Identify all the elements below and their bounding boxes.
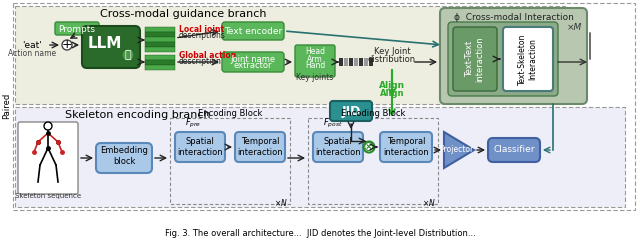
Text: description: description: [179, 58, 222, 67]
Bar: [15, 107, 625, 207]
Circle shape: [364, 141, 374, 153]
Text: Action name: Action name: [8, 49, 56, 59]
Text: Joint name: Joint name: [230, 54, 276, 63]
Text: $F_{pre}$: $F_{pre}$: [185, 116, 202, 130]
Bar: [308, 118, 438, 204]
Bar: [13, 3, 635, 210]
Text: Align: Align: [380, 88, 404, 98]
Text: ϕ  Cross-modal Interaction: ϕ Cross-modal Interaction: [454, 13, 574, 21]
Circle shape: [62, 40, 72, 50]
FancyBboxPatch shape: [488, 138, 540, 162]
Text: Temporal
interaction: Temporal interaction: [237, 137, 283, 157]
Text: distribution: distribution: [368, 55, 416, 65]
FancyBboxPatch shape: [453, 27, 497, 91]
Text: Spatial
interaction: Spatial interaction: [315, 137, 361, 157]
Text: Cross-modal guidance branch: Cross-modal guidance branch: [100, 9, 266, 19]
Text: extractor: extractor: [234, 61, 272, 71]
FancyBboxPatch shape: [96, 143, 152, 173]
Text: Embedding
block: Embedding block: [100, 146, 148, 166]
Text: JID: JID: [341, 105, 361, 118]
Bar: [170, 118, 290, 204]
FancyBboxPatch shape: [503, 27, 553, 91]
FancyBboxPatch shape: [440, 8, 587, 104]
FancyBboxPatch shape: [330, 101, 372, 121]
Bar: [15, 6, 565, 104]
FancyBboxPatch shape: [222, 52, 284, 72]
Bar: [369, 58, 373, 66]
Text: Head: Head: [305, 47, 325, 56]
FancyBboxPatch shape: [380, 132, 432, 162]
Bar: [359, 58, 363, 66]
Text: Key joints: Key joints: [296, 74, 333, 82]
Bar: [364, 58, 368, 66]
Text: Key Joint: Key Joint: [374, 47, 410, 56]
Bar: [344, 58, 348, 66]
Text: descriptions: descriptions: [179, 31, 226, 40]
Text: Skeleton encoding branch: Skeleton encoding branch: [65, 110, 211, 120]
Text: Fig. 3. The overall architecture...  JID denotes the Joint-level Distribution...: Fig. 3. The overall architecture... JID …: [164, 228, 476, 237]
Text: Spatial
interaction: Spatial interaction: [177, 137, 223, 157]
FancyBboxPatch shape: [235, 132, 285, 162]
Bar: [145, 65, 175, 69]
FancyBboxPatch shape: [222, 22, 284, 40]
Bar: [145, 60, 175, 65]
Text: Global action: Global action: [179, 51, 236, 60]
FancyBboxPatch shape: [18, 122, 78, 194]
Text: Projector: Projector: [439, 146, 473, 154]
FancyBboxPatch shape: [55, 22, 99, 35]
FancyBboxPatch shape: [175, 132, 225, 162]
Circle shape: [122, 49, 134, 61]
Text: Classifier: Classifier: [493, 146, 535, 154]
Bar: [145, 42, 175, 47]
Text: ⊗: ⊗: [363, 140, 375, 154]
Text: Text-Skeleton
Interaction: Text-Skeleton Interaction: [518, 33, 538, 85]
Text: Text-Text
interaction: Text-Text interaction: [465, 36, 484, 82]
Text: 'eat': 'eat': [22, 40, 42, 49]
Circle shape: [44, 122, 52, 130]
Text: Paired: Paired: [3, 93, 12, 119]
Text: +: +: [61, 39, 72, 52]
Text: Encoding Block: Encoding Block: [341, 108, 405, 118]
Polygon shape: [444, 132, 474, 168]
Text: Prompts: Prompts: [58, 25, 95, 33]
FancyBboxPatch shape: [295, 45, 335, 77]
Text: Align: Align: [379, 80, 405, 89]
Text: Local joint: Local joint: [179, 25, 224, 33]
FancyBboxPatch shape: [82, 26, 140, 68]
Bar: [145, 47, 175, 52]
Bar: [145, 37, 175, 41]
Text: Skeleton sequence: Skeleton sequence: [15, 193, 81, 199]
FancyBboxPatch shape: [313, 132, 363, 162]
Text: Text encoder: Text encoder: [224, 27, 282, 35]
Text: Arm: Arm: [307, 54, 323, 63]
Text: ×M: ×M: [566, 24, 582, 33]
Text: Encoding Block: Encoding Block: [198, 108, 262, 118]
Bar: [145, 32, 175, 36]
Text: Temporal
interaction: Temporal interaction: [383, 137, 429, 157]
Bar: [349, 58, 353, 66]
Text: Hand: Hand: [305, 61, 325, 71]
Text: $F_{post}$: $F_{post}$: [323, 116, 342, 130]
FancyBboxPatch shape: [448, 22, 558, 96]
Text: $\times N$: $\times N$: [274, 196, 288, 208]
Text: 🧠: 🧠: [125, 50, 131, 60]
Bar: [145, 55, 175, 60]
Text: LLM: LLM: [88, 36, 122, 52]
Text: $\times N$: $\times N$: [422, 196, 436, 208]
Bar: [339, 58, 343, 66]
Bar: [354, 58, 358, 66]
Bar: [145, 27, 175, 32]
